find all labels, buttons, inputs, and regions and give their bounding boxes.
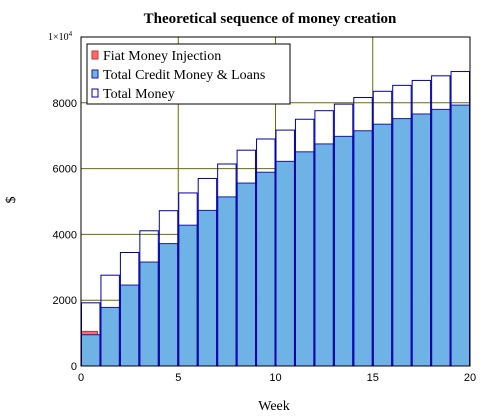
bar-total-credit bbox=[431, 108, 451, 367]
legend-label: Fiat Money Injection bbox=[103, 49, 221, 64]
bar-total-credit bbox=[217, 196, 237, 367]
y-axis-label: $ bbox=[4, 197, 19, 204]
legend-swatch bbox=[91, 88, 99, 98]
x-tick-label: 20 bbox=[464, 372, 476, 384]
plot-frame bbox=[80, 36, 471, 367]
y-tick-label: 4000 bbox=[53, 229, 77, 241]
bar-total-credit bbox=[392, 118, 412, 367]
y-tick-label: 2000 bbox=[53, 295, 77, 307]
bar-total-credit bbox=[100, 306, 120, 367]
y-scale-exponent: 4 bbox=[69, 30, 73, 38]
legend-swatch bbox=[91, 69, 99, 79]
x-tick-label: 5 bbox=[175, 372, 181, 384]
bar-total-credit bbox=[158, 243, 179, 367]
bar-total-credit bbox=[353, 130, 373, 367]
legend: Fiat Money Injection Total Credit Money &… bbox=[86, 43, 291, 105]
legend-swatch bbox=[91, 50, 99, 60]
legend-label: Total Credit Money & Loans bbox=[103, 68, 265, 83]
y-tick-labels: 0 2000 4000 6000 8000 bbox=[53, 98, 77, 373]
bar-total-credit bbox=[314, 143, 334, 367]
chart-title: Theoretical sequence of money creation bbox=[144, 11, 397, 27]
bar-total-credit bbox=[236, 182, 257, 367]
bar-total-credit bbox=[197, 209, 218, 367]
bar-total-credit bbox=[275, 160, 295, 367]
bar-total-credit bbox=[450, 104, 470, 367]
bar-total-credit bbox=[119, 284, 140, 367]
x-axis-label: Week bbox=[258, 399, 290, 414]
y-scale-base: 1×10 bbox=[48, 32, 69, 43]
bar-total-credit bbox=[372, 123, 393, 367]
axes bbox=[80, 36, 471, 367]
y-tick-label: 8000 bbox=[53, 98, 77, 110]
y-scale-label: 1×104 bbox=[48, 30, 73, 43]
legend-label: Total Money bbox=[103, 87, 175, 102]
y-tick-label: 0 bbox=[71, 361, 77, 373]
legend-box bbox=[86, 43, 291, 105]
x-tick-label: 15 bbox=[367, 372, 379, 384]
x-tick-labels: 0 5 10 15 20 bbox=[78, 372, 476, 384]
bar-total-credit bbox=[411, 113, 432, 367]
x-tick-label: 10 bbox=[269, 372, 281, 384]
bar-total-credit bbox=[139, 261, 159, 367]
bar-total-credit bbox=[178, 224, 198, 367]
bar-marks bbox=[80, 71, 470, 367]
x-tick-label: 0 bbox=[78, 372, 84, 384]
bar-total-credit bbox=[333, 135, 354, 367]
y-tick-label: 6000 bbox=[53, 164, 77, 176]
bar-total-credit bbox=[294, 151, 315, 367]
bar-total-credit bbox=[81, 334, 101, 367]
bar-total-credit bbox=[256, 171, 276, 367]
